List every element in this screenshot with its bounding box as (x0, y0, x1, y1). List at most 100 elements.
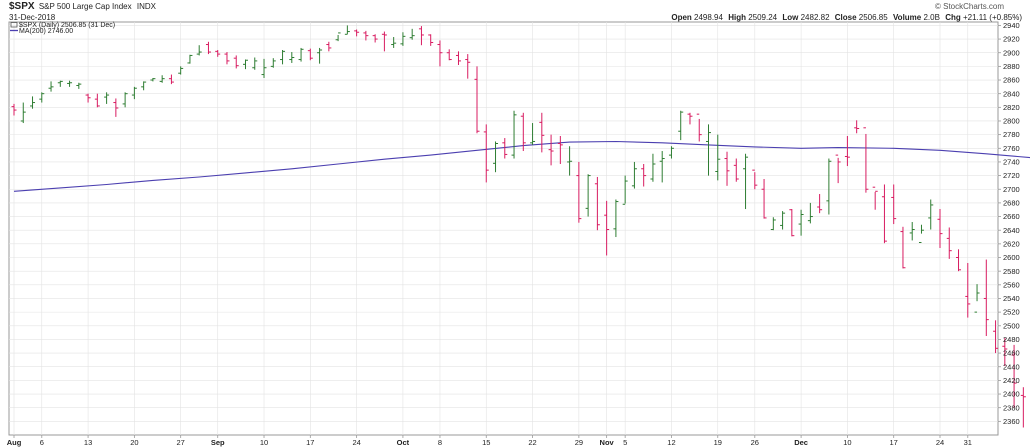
ohlc-bar (94, 93, 100, 108)
x-tick-label: Sep (211, 438, 225, 447)
ohlc-bar (715, 134, 721, 181)
ohlc-bar (298, 47, 304, 62)
y-tick-label: 2580 (1003, 267, 1020, 276)
ohlc-bar (918, 224, 924, 243)
ohlc-readout: Open 2498.94 High 2509.24 Low 2482.82 Cl… (671, 13, 1022, 23)
y-tick-label: 2400 (1003, 390, 1020, 399)
ohlc-bar (437, 40, 443, 67)
ohlc-bar (530, 123, 536, 145)
y-tick-label: 2520 (1003, 308, 1020, 317)
ohlc-bar (520, 112, 526, 152)
x-tick-label: 13 (84, 438, 92, 447)
ohlc-bar (104, 92, 110, 104)
ohlc-bar (761, 179, 767, 219)
ohlc-bar (706, 124, 711, 176)
ohlc-bar (400, 32, 406, 46)
y-tick-label: 2900 (1003, 48, 1020, 57)
ohlc-bar (141, 81, 147, 91)
x-axis: Aug 6 13 20 27 Sep 10 17 24 Oct 8 15 22 29 Nov 5 12 19 26 D… (7, 435, 972, 447)
watermark: © StockCharts.com (935, 2, 1005, 11)
ohlc-bar (354, 29, 360, 37)
ohlc-bar (881, 184, 887, 244)
ohlc-bar (956, 249, 962, 272)
ohlc-bar (974, 284, 980, 313)
y-tick-label: 2360 (1003, 417, 1020, 426)
y-tick-label: 2380 (1003, 403, 1020, 412)
x-tick-label: 26 (751, 438, 759, 447)
open-value: 2498.94 (694, 13, 723, 22)
ohlc-bar (604, 200, 610, 256)
y-tick-label: 2420 (1003, 376, 1020, 385)
y-tick-label: 2440 (1003, 362, 1020, 371)
ohlc-bar (1002, 338, 1008, 367)
ohlc-bar (57, 80, 63, 87)
symbol: $SPX (9, 1, 35, 12)
ohlc-bar (187, 54, 193, 64)
chg-value: +21.11 (+0.85%) (962, 13, 1022, 22)
ohlc-bar (585, 174, 591, 217)
y-tick-label: 2780 (1003, 130, 1020, 139)
ohlc-bar (76, 82, 82, 89)
ohlc-bar (576, 161, 582, 223)
ohlc-bar (474, 66, 480, 134)
ohlc-bar (844, 136, 850, 167)
ohlc-bar (215, 49, 221, 57)
x-tick-label: 19 (714, 438, 722, 447)
ohlc-bar (252, 57, 258, 70)
ohlc-bar (85, 93, 91, 103)
y-tick-label: 2660 (1003, 212, 1020, 221)
ohlc-bar (872, 186, 878, 210)
plot-area (8, 21, 999, 436)
ohlc-bar (233, 55, 239, 69)
ohlc-bar (854, 120, 860, 134)
ohlc-bar (650, 153, 656, 182)
y-tick-label: 2560 (1003, 280, 1020, 289)
x-tick-label: Nov (600, 438, 615, 447)
ohlc-bar (1011, 344, 1017, 408)
y-tick-label: 2720 (1003, 171, 1020, 180)
ohlc-bar (280, 49, 286, 65)
y-tick-label: 2880 (1003, 62, 1020, 71)
y-tick-label: 2840 (1003, 89, 1020, 98)
ohlc-bar (30, 96, 36, 109)
x-tick-label: 29 (575, 438, 583, 447)
y-tick-label: 2680 (1003, 199, 1020, 208)
ohlc-bar (937, 209, 943, 248)
ohlc-bar (613, 199, 619, 238)
ohlc-bar (928, 199, 934, 230)
legend: $SPX (Daily) 2506.85 (31 Dec) MA(200) 27… (10, 22, 115, 35)
legend-ma-label: MA(200) 2746.00 (19, 28, 73, 35)
ohlc-bar (724, 151, 730, 186)
exchange: INDX (136, 2, 156, 11)
ohlc-bars (11, 25, 1026, 428)
legend-price-swatch (10, 22, 18, 28)
ohlc-bar (11, 103, 17, 116)
ohlc-bar (770, 217, 776, 231)
ohlc-bar (289, 52, 295, 63)
x-tick-label: 20 (130, 438, 138, 447)
ohlc-bar (567, 146, 573, 176)
ohlc-bar (835, 154, 841, 184)
ohlc-bar (224, 52, 230, 65)
ohlc-bar (752, 169, 758, 190)
ohlc-bar (465, 54, 471, 79)
ohlc-bar (205, 41, 211, 55)
close-label: Close (834, 13, 857, 22)
y-tick-label: 2480 (1003, 335, 1020, 344)
ohlc-bar (168, 74, 174, 85)
chg-label: Chg (945, 13, 961, 22)
ohlc-bar (39, 92, 45, 103)
ohlc-bar (743, 153, 749, 210)
ohlc-bar (863, 127, 869, 193)
ohlc-bar (307, 48, 313, 61)
ohlc-bar (909, 222, 915, 241)
x-tick-label: 27 (177, 438, 185, 447)
index-name: S&P 500 Large Cap Index (38, 2, 132, 11)
y-tick-label: 2820 (1003, 103, 1020, 112)
x-tick-label: 6 (40, 438, 44, 447)
volume-value: 2.0B (923, 13, 940, 22)
volume-label: Volume (892, 13, 922, 22)
ohlc-bar (826, 158, 832, 215)
legend-price-label: $SPX (Daily) 2506.85 (31 Dec) (19, 22, 115, 29)
